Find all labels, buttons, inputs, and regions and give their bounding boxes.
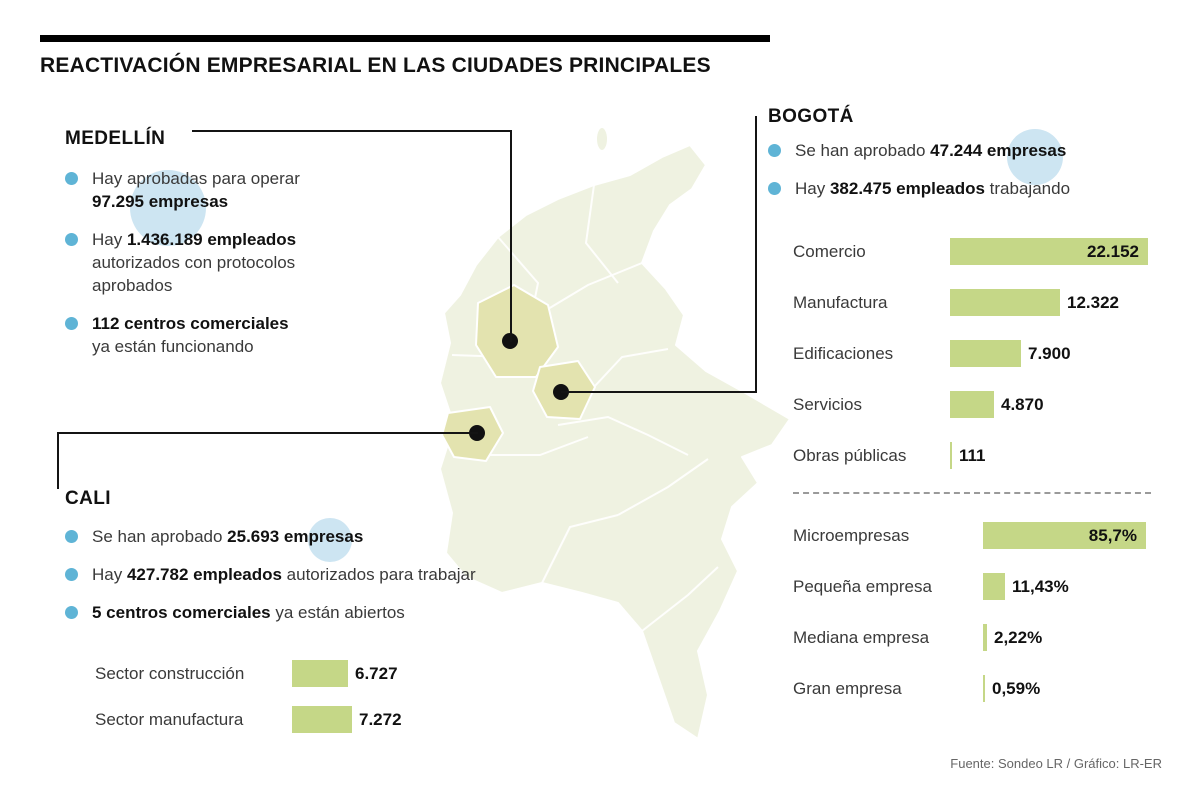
bogota-sector-chart: Comercio 22.152 Manufactura 12.322 Edificaci… (793, 238, 1148, 493)
bullet-text: 5 centros comerciales ya están abiertos (92, 603, 405, 622)
bullet-item: 112 centros comerciales ya están funciona… (65, 312, 385, 358)
bar (950, 442, 952, 469)
bar (950, 340, 1021, 367)
bullet-text: 112 centros comerciales ya están funciona… (92, 314, 289, 356)
bar-row: Manufactura 12.322 (793, 289, 1148, 316)
bullet-item: 5 centros comerciales ya están abiertos (65, 601, 645, 624)
cali-section: CALI Se han aprobado 25.693 empresas Hay … (65, 488, 645, 639)
bullet-dot-icon (65, 606, 78, 619)
bar-value-label: 6.727 (355, 663, 398, 683)
bullet-item: Se han aprobado 47.244 empresas (768, 139, 1168, 162)
bogota-heading: BOGOTÁ (768, 106, 854, 127)
source-credit: Fuente: Sondeo LR / Gráfico: LR-ER (950, 756, 1162, 771)
bar-row: Mediana empresa 2,22% (793, 624, 1146, 651)
bar-value-label: 4.870 (1001, 394, 1044, 414)
cali-connector-horizontal (57, 432, 478, 434)
bullet-dot-icon (768, 144, 781, 157)
bullet-text: Hay 382.475 empleados trabajando (795, 179, 1071, 198)
bar-category-label: Mediana empresa (793, 627, 930, 647)
bar (983, 624, 987, 651)
medellin-bullets: Hay aprobadas para operar 97.295 empresas… (65, 167, 385, 358)
bullet-text: Se han aprobado 47.244 empresas (795, 141, 1067, 160)
bullet-text: Hay 427.782 empleados autorizados para t… (92, 565, 476, 584)
island-shape (595, 126, 609, 152)
title-bar (40, 35, 770, 42)
medellin-heading: MEDELLÍN (65, 128, 166, 149)
bar-row: Obras públicas 111 (793, 442, 1148, 469)
bar-category-label: Servicios (793, 394, 862, 414)
bogota-bullets: Se han aprobado 47.244 empresas Hay 382.4… (768, 139, 1168, 200)
bullet-dot-icon (65, 317, 78, 330)
bar: 22.152 (950, 238, 1148, 265)
bar-category-label: Gran empresa (793, 678, 902, 698)
bar-category-label: Microempresas (793, 525, 910, 545)
page-title: REACTIVACIÓN EMPRESARIAL EN LAS CIUDADES… (40, 54, 711, 77)
bullet-text: Hay 1.436.189 empleados autorizados con p… (92, 230, 297, 295)
bullet-dot-icon (65, 568, 78, 581)
bullet-item: Hay 427.782 empleados autorizados para t… (65, 563, 645, 586)
bullet-dot-icon (65, 233, 78, 246)
bar-row: Pequeña empresa 11,43% (793, 573, 1146, 600)
antioquia-region (475, 284, 559, 378)
cali-sector-chart: Sector construcción 6.727 Sector manufactu… (95, 660, 402, 752)
bar (950, 391, 994, 418)
bar-category-label: Edificaciones (793, 343, 894, 363)
highlight-circle-bogota (1007, 129, 1063, 185)
bullet-item: Hay 1.436.189 empleados autorizados con p… (65, 228, 385, 297)
bullet-text: Se han aprobado 25.693 empresas (92, 527, 364, 546)
cali-heading: CALI (65, 488, 111, 509)
medellin-section: MEDELLÍN Hay aprobadas para operar 97.295… (65, 128, 385, 373)
bogota-connector-horizontal (561, 391, 757, 393)
bar-row: Microempresas 85,7% (793, 522, 1146, 549)
bar-category-label: Manufactura (793, 292, 888, 312)
bar-row: Sector construcción 6.727 (95, 660, 402, 687)
bar-value-label: 12.322 (1067, 292, 1119, 312)
bar-value-label: 2,22% (994, 627, 1043, 647)
bar-category-label: Sector manufactura (95, 709, 244, 729)
bar-value-label: 7.272 (359, 709, 402, 729)
bar-value-label: 0,59% (992, 678, 1041, 698)
bar-category-label: Sector construcción (95, 663, 245, 683)
highlight-circle-medellin (130, 170, 206, 246)
bar-value-label: 7.900 (1028, 343, 1071, 363)
dashed-divider (793, 492, 1151, 494)
bar-row: Edificaciones 7.900 (793, 340, 1148, 367)
bar-category-label: Comercio (793, 241, 866, 261)
medellin-connector-vertical (510, 130, 512, 342)
bar (950, 289, 1060, 316)
bogota-size-chart: Microempresas 85,7% Pequeña empresa 11,43% M… (793, 522, 1146, 726)
bullet-dot-icon (65, 172, 78, 185)
bullet-item: Se han aprobado 25.693 empresas (65, 525, 645, 548)
bar-row: Servicios 4.870 (793, 391, 1148, 418)
bar-category-label: Pequeña empresa (793, 576, 932, 596)
bullet-dot-icon (768, 182, 781, 195)
bar-value-label: 111 (959, 445, 986, 465)
bar-row: Comercio 22.152 (793, 238, 1148, 265)
bar-row: Gran empresa 0,59% (793, 675, 1146, 702)
bogota-connector-vertical (755, 116, 757, 393)
colombia-map (439, 126, 791, 740)
highlight-circle-cali (308, 518, 352, 562)
bogota-section: BOGOTÁ Se han aprobado 47.244 empresas Ha… (768, 106, 1168, 215)
bar (292, 660, 348, 687)
bullet-dot-icon (65, 530, 78, 543)
cali-connector-vertical (57, 432, 59, 489)
bullet-item: Hay 382.475 empleados trabajando (768, 177, 1168, 200)
bullet-text: Hay aprobadas para operar 97.295 empresas (92, 169, 300, 211)
bar-value-label: 11,43% (1012, 576, 1069, 596)
bar-category-label: Obras públicas (793, 445, 907, 465)
bar (983, 675, 985, 702)
bar-row: Sector manufactura 7.272 (95, 706, 402, 733)
bar (983, 573, 1005, 600)
medellin-connector-horizontal (192, 130, 512, 132)
bar (292, 706, 352, 733)
bar-value-label: 22.152 (1087, 241, 1139, 261)
cali-bullets: Se han aprobado 25.693 empresas Hay 427.7… (65, 525, 645, 624)
bullet-item: Hay aprobadas para operar 97.295 empresas (65, 167, 385, 213)
bar-value-label: 85,7% (1088, 525, 1137, 545)
bar: 85,7% (983, 522, 1146, 549)
